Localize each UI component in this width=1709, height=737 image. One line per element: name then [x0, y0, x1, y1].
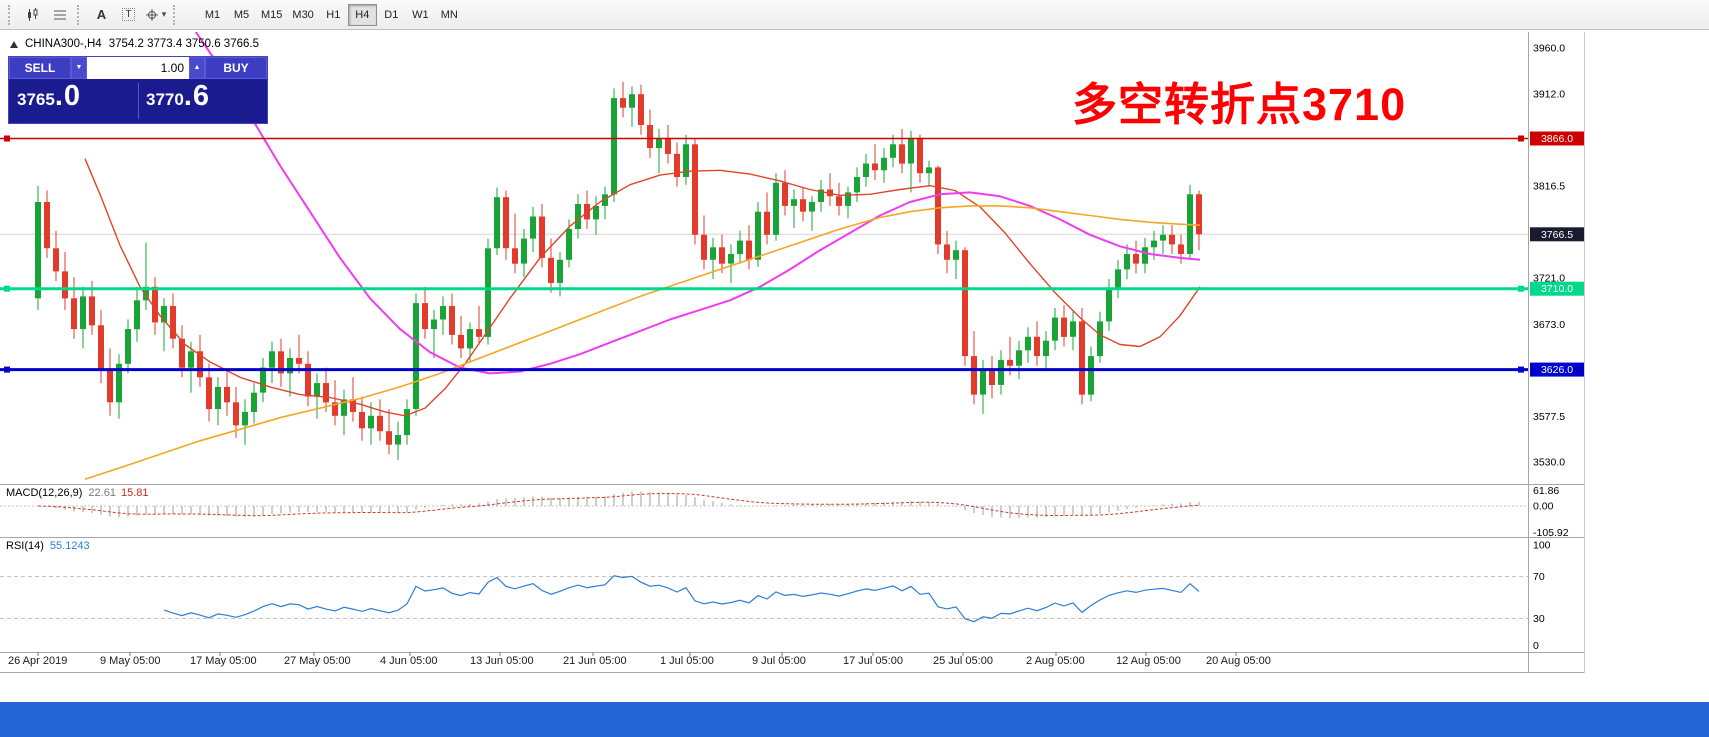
caret-up-icon: ▲: [193, 64, 201, 71]
y-axis-label: 3816.5: [1533, 181, 1565, 193]
price-tag-label: 3710.0: [1541, 283, 1573, 295]
x-axis-label: 2 Aug 05:00: [1026, 655, 1085, 667]
macd-signal-value: 15.81: [120, 487, 149, 499]
candlestick-chart-button[interactable]: [19, 3, 46, 27]
price-tag: [1530, 227, 1584, 242]
caret-down-icon: ▼: [75, 64, 83, 71]
timeframe-button-M1[interactable]: M1: [198, 4, 227, 26]
price-tag-label: 3866.0: [1541, 133, 1573, 145]
hline-handle[interactable]: [1518, 366, 1524, 373]
timeframe-button-M30[interactable]: M30: [287, 4, 318, 26]
timeframe-button-H1[interactable]: H1: [319, 4, 348, 26]
draw-tools-button[interactable]: ▾: [142, 3, 169, 27]
hline-handle[interactable]: [4, 285, 10, 292]
x-axis-label: 20 Aug 05:00: [1206, 655, 1271, 667]
rsi-line: [163, 575, 1200, 623]
macd-axis-label: -105.92: [1533, 527, 1569, 539]
x-axis-label: 27 May 05:00: [284, 655, 351, 667]
symbol-name: CHINA300-,H4: [25, 38, 102, 50]
grid-icon: [53, 10, 66, 19]
ma-mid-magenta: [194, 32, 1201, 375]
toolbar-grip[interactable]: [173, 4, 180, 25]
timeframe-button-W1[interactable]: W1: [406, 4, 435, 26]
toolbar: A T ▾ M1 M5 M15 M30 H1 H4 D1 W1 MN: [0, 0, 1709, 30]
taskbar[interactable]: [0, 702, 1709, 737]
dropdown-caret-icon: ▾: [161, 9, 167, 19]
x-axis-label: 13 Jun 05:00: [470, 655, 534, 667]
grid-button[interactable]: [46, 3, 73, 27]
ma-slow-orange: [84, 205, 1201, 481]
x-axis-label: 26 Apr 2019: [8, 655, 67, 667]
price-tag: [1530, 362, 1584, 377]
one-click-trade-panel: SELL ▼ ▲ BUY 3765.0 3770.6: [8, 56, 268, 124]
x-axis-label: 21 Jun 05:00: [563, 655, 627, 667]
y-axis-label: 3530.0: [1533, 457, 1565, 469]
rsi-value: 55.1243: [49, 540, 90, 552]
y-axis-label: 3912.0: [1533, 89, 1565, 101]
hline-handle[interactable]: [4, 135, 10, 142]
buy-button[interactable]: BUY: [205, 57, 267, 79]
x-axis-label: 17 Jul 05:00: [843, 655, 903, 667]
macd-title: MACD(12,26,9): [6, 487, 83, 499]
macd-histogram: [46, 491, 1200, 518]
price-tag: [1530, 281, 1584, 296]
buy-price[interactable]: 3770.6: [146, 80, 211, 112]
annotation-text: 多空转折点3710: [1072, 79, 1407, 130]
timeframe-button-D1[interactable]: D1: [377, 4, 406, 26]
one-click-panel-toggle-icon[interactable]: [10, 40, 18, 48]
rsi-label: RSI(14) 55.1243: [6, 540, 90, 552]
toolbar-grip[interactable]: [8, 4, 15, 25]
x-axis-label: 25 Jul 05:00: [933, 655, 993, 667]
hline-handle[interactable]: [1518, 135, 1524, 142]
macd-signal-line: [37, 493, 1200, 517]
hline-handle[interactable]: [1518, 285, 1524, 292]
rsi-axis-label: 70: [1533, 571, 1545, 583]
x-axis-label: 1 Jul 05:00: [660, 655, 714, 667]
x-axis-label: 9 Jul 05:00: [752, 655, 806, 667]
x-axis-label: 12 Aug 05:00: [1116, 655, 1181, 667]
text-tool-icon: A: [96, 7, 107, 22]
y-axis-label: 3577.5: [1533, 411, 1565, 423]
draw-tools-icon: [145, 8, 158, 21]
volume-increase-button[interactable]: ▲: [189, 57, 205, 79]
chart-canvas[interactable]: 3866.0 3710.0 3626.0 3766.5 3960.0 3912.0 3816…: [0, 32, 1585, 673]
rsi-axis-label: 100: [1533, 540, 1551, 552]
rsi-axis-label: 30: [1533, 613, 1545, 625]
symbol-header: CHINA300-,H4 3754.2 3773.4 3750.6 3766.5: [10, 38, 259, 50]
hline-handle[interactable]: [4, 366, 10, 373]
price-tag-label: 3626.0: [1541, 364, 1573, 376]
volume-input[interactable]: [87, 57, 189, 79]
text-tool-button[interactable]: A: [88, 3, 115, 27]
toolbar-grip[interactable]: [77, 4, 84, 25]
timeframe-button-M5[interactable]: M5: [227, 4, 256, 26]
y-axis-label: 3721.0: [1533, 273, 1565, 285]
timeframe-button-H4[interactable]: H4: [347, 3, 377, 26]
macd-axis-label: 61.86: [1533, 485, 1559, 497]
text-label-tool-button[interactable]: T: [115, 3, 142, 27]
sell-button[interactable]: SELL: [9, 57, 71, 79]
rsi-axis-label: 0: [1533, 640, 1539, 652]
candlestick-chart-icon: [27, 7, 37, 21]
ma-fast-red: [84, 158, 1201, 417]
sell-price[interactable]: 3765.0: [17, 80, 82, 112]
y-axis-label: 3673.0: [1533, 319, 1565, 331]
candles: [35, 81, 1202, 461]
symbol-ohlc-values: 3754.2 3773.4 3750.6 3766.5: [108, 38, 259, 50]
macd-label: MACD(12,26,9) 22.61 15.81: [6, 487, 148, 499]
timeframe-toolbar: M1 M5 M15 M30 H1 H4 D1 W1 MN: [198, 3, 464, 26]
price-tag-label: 3766.5: [1541, 229, 1573, 241]
x-axis-label: 4 Jun 05:00: [380, 655, 438, 667]
y-axis-label: 3960.0: [1533, 43, 1565, 55]
timeframe-button-MN[interactable]: MN: [435, 4, 464, 26]
price-tag: [1530, 131, 1584, 146]
timeframe-button-M15[interactable]: M15: [256, 4, 287, 26]
text-label-icon: T: [122, 8, 135, 21]
volume-decrease-button[interactable]: ▼: [71, 57, 87, 79]
x-axis-label: 9 May 05:00: [100, 655, 161, 667]
x-axis-label: 17 May 05:00: [190, 655, 257, 667]
macd-axis-label: 0.00: [1533, 501, 1554, 513]
rsi-title: RSI(14): [6, 540, 44, 552]
macd-main-value: 22.61: [88, 487, 116, 499]
